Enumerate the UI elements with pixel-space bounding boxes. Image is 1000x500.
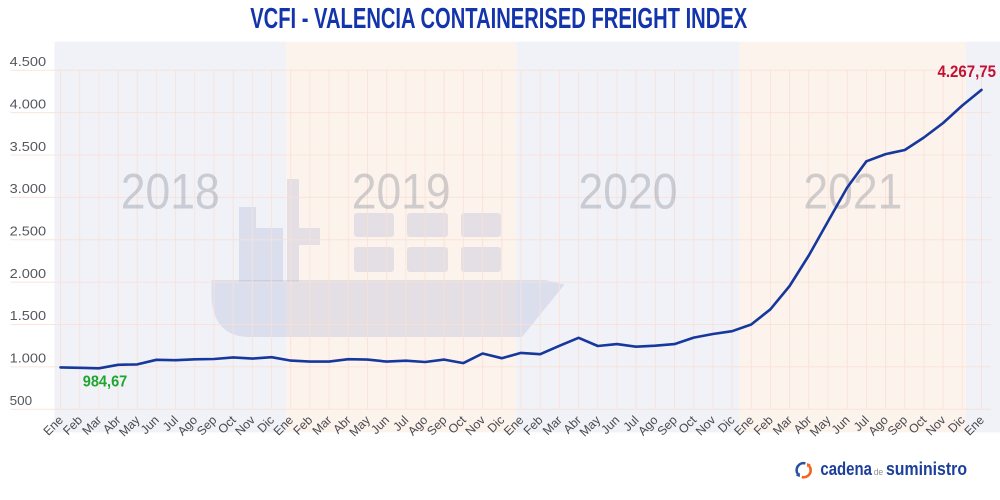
- svg-text:4.000: 4.000: [10, 96, 47, 111]
- svg-text:4.267,75: 4.267,75: [938, 63, 997, 81]
- svg-text:3.000: 3.000: [10, 181, 47, 196]
- svg-text:cadena: cadena: [820, 458, 872, 479]
- svg-text:2018: 2018: [121, 164, 220, 220]
- svg-text:VCFI - VALENCIA CONTAINERISED: VCFI - VALENCIA CONTAINERISED FREIGHT IN…: [250, 3, 747, 35]
- svg-text:2021: 2021: [803, 164, 902, 220]
- svg-text:2.000: 2.000: [10, 266, 47, 281]
- svg-text:2.500: 2.500: [10, 224, 47, 239]
- svg-text:500: 500: [10, 393, 32, 408]
- svg-text:4.500: 4.500: [10, 54, 47, 69]
- svg-text:1.500: 1.500: [10, 308, 47, 323]
- svg-text:2019: 2019: [352, 164, 451, 220]
- svg-text:1.000: 1.000: [10, 351, 47, 366]
- svg-text:2020: 2020: [579, 164, 678, 220]
- svg-text:3.500: 3.500: [10, 139, 47, 154]
- svg-text:suministro: suministro: [886, 458, 967, 479]
- svg-text:de: de: [874, 467, 884, 478]
- svg-text:984,67: 984,67: [83, 374, 128, 391]
